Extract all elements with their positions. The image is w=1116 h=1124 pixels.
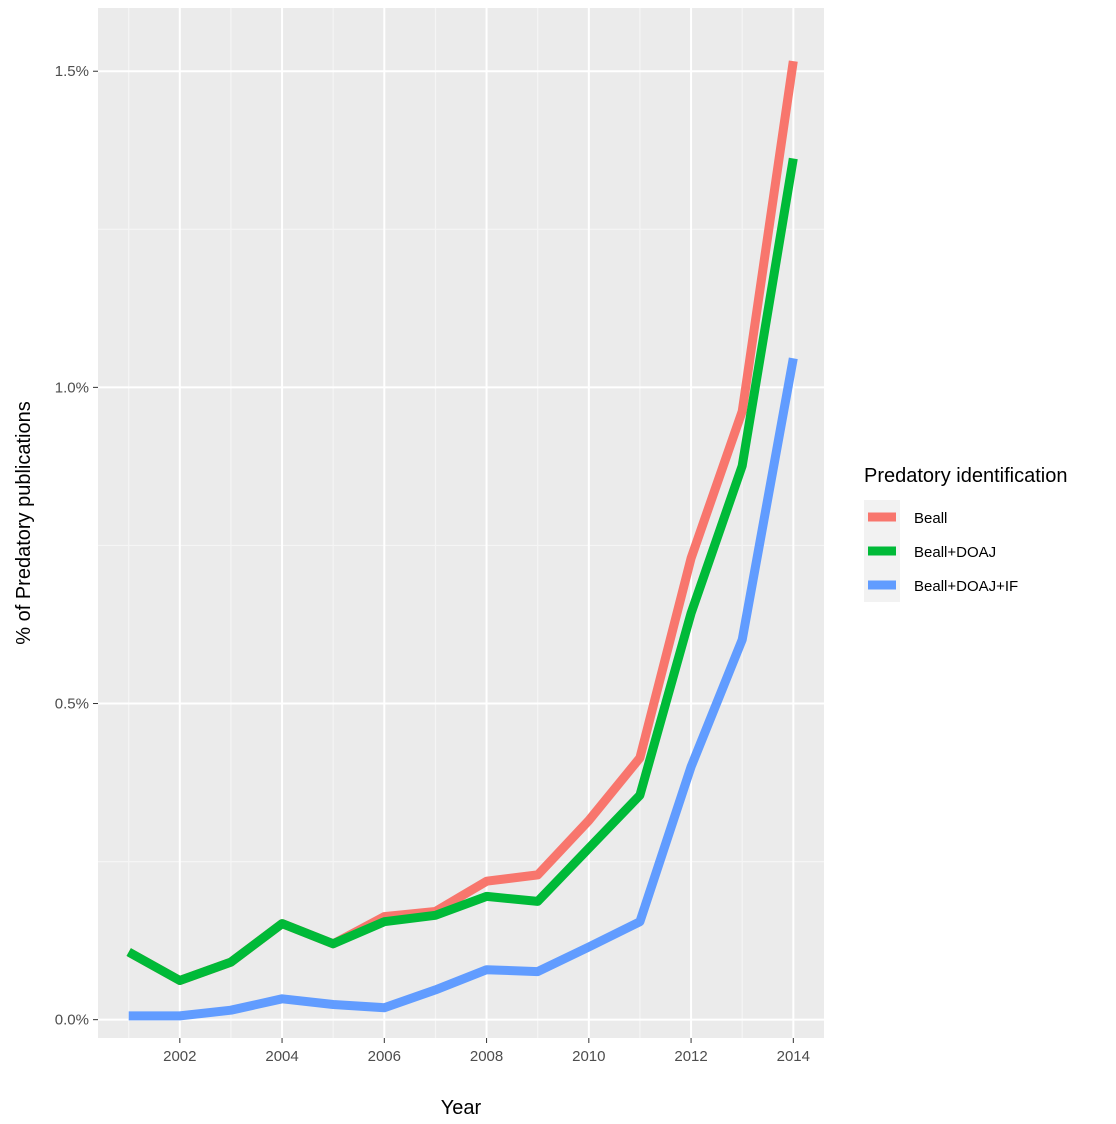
minor-gridlines (98, 8, 824, 1038)
series-line-beall-doaj (126, 157, 798, 985)
legend: Predatory identification Beall Beall+DOAJ… (864, 465, 1067, 602)
x-tick-label: 2010 (572, 1048, 605, 1065)
x-tick-label: 2004 (265, 1048, 298, 1065)
y-tick-label: 0.5% (55, 696, 89, 713)
x-tick-label: 2014 (777, 1048, 810, 1065)
y-axis-title: % of Predatory publications (13, 401, 35, 644)
series-line-beall-doaj-if (128, 357, 798, 1021)
legend-label: Beall+DOAJ+IF (914, 578, 1018, 595)
y-tick-label: 1.0% (55, 379, 89, 396)
major-gridlines (98, 8, 824, 1038)
legend-title: Predatory identification (864, 465, 1067, 487)
plot-panel (98, 8, 824, 1038)
legend-label: Beall+DOAJ (914, 544, 996, 561)
y-tick-label: 1.5% (55, 63, 89, 80)
x-tick-label: 2002 (163, 1048, 196, 1065)
series-lines (126, 60, 798, 1021)
x-tick-label: 2006 (368, 1048, 401, 1065)
y-tick-label: 0.0% (55, 1012, 89, 1029)
x-axis-title: Year (441, 1097, 482, 1119)
x-axis-ticks: 2002 2004 2006 2008 2010 2012 2014 (163, 1038, 810, 1065)
y-axis-ticks: 0.0% 0.5% 1.0% 1.5% (55, 63, 98, 1029)
x-tick-label: 2012 (674, 1048, 707, 1065)
x-tick-label: 2008 (470, 1048, 503, 1065)
legend-label: Beall (914, 510, 947, 527)
legend-items: Beall Beall+DOAJ Beall+DOAJ+IF (864, 500, 1018, 602)
